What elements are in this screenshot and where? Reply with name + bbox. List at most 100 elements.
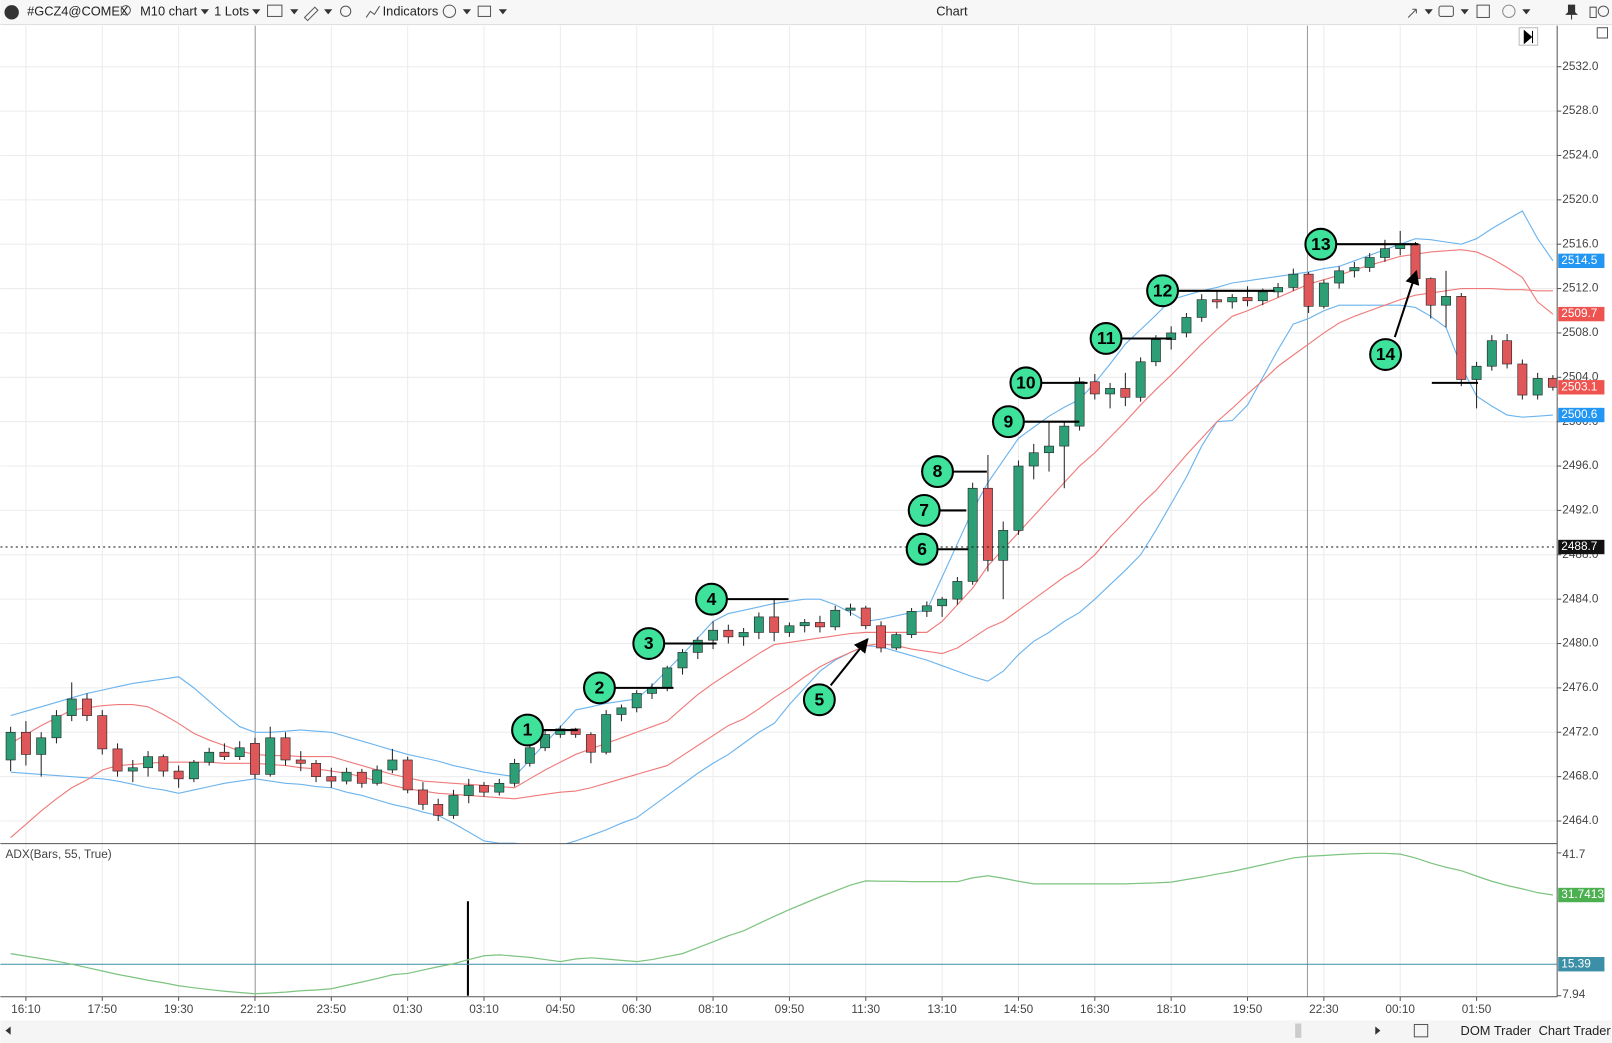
candle-body [1486, 340, 1497, 367]
annotation-marker [583, 671, 616, 705]
candle-body [66, 698, 77, 716]
price-tag [1558, 407, 1605, 423]
symbol[interactable]: #GCZ4@COMEX [27, 4, 129, 19]
x-tick-label: 04:50 [546, 1002, 576, 1016]
candle-body [662, 667, 673, 689]
dropdown[interactable] [252, 9, 261, 15]
x-tick-label: 22:10 [240, 1002, 270, 1016]
axis-settings[interactable] [1596, 27, 1609, 39]
indicators-icon[interactable] [365, 5, 380, 18]
arrow [1393, 269, 1420, 338]
annotation-label: 4 [707, 589, 717, 609]
dropdown[interactable] [462, 9, 472, 15]
settings-icon[interactable] [1597, 5, 1610, 17]
crosshair-icon[interactable] [442, 4, 457, 18]
scrollbar-thumb[interactable] [1295, 1023, 1302, 1038]
candle-body [1380, 248, 1390, 258]
candle-body [158, 756, 169, 772]
indicators-button[interactable]: Indicators [383, 4, 439, 19]
price-tag [1558, 306, 1605, 322]
annotation-label: 13 [1311, 234, 1331, 254]
candle-body [738, 632, 749, 638]
candle-body [418, 789, 428, 805]
candle-body [876, 625, 886, 649]
candle-body [1364, 257, 1375, 268]
annotation-marker [921, 455, 954, 489]
candle-body [570, 728, 581, 735]
status-icon[interactable] [1502, 4, 1516, 18]
scroll-right[interactable] [1375, 1026, 1381, 1035]
dropdown[interactable] [1460, 9, 1469, 15]
candle-body [448, 795, 459, 816]
candle-body [1242, 297, 1253, 302]
search-icon[interactable] [120, 5, 131, 16]
chart-trader[interactable]: Chart Trader [1539, 1023, 1612, 1038]
pin-icon[interactable] [1565, 4, 1578, 20]
indicator-line [10, 210, 1554, 778]
candle-body [1166, 332, 1177, 340]
candle-body [998, 530, 1009, 561]
toolbar [0, 0, 1612, 25]
y-tick-label: 2484.0 [1562, 591, 1599, 605]
candle-body [921, 605, 932, 612]
candle-body [1517, 363, 1528, 396]
timeframe[interactable]: M10 chart [140, 4, 197, 19]
candle-body [143, 756, 154, 769]
candle-body [1013, 465, 1024, 531]
annotation-label: 12 [1153, 280, 1172, 300]
candle-body [1059, 425, 1070, 447]
x-tick-label: 01:30 [393, 1002, 423, 1016]
candle-body [97, 715, 108, 750]
dom-trader[interactable]: DOM Trader [1461, 1023, 1532, 1038]
fullscreen-icon[interactable] [1476, 4, 1490, 18]
dropdown[interactable] [324, 9, 333, 15]
x-tick-label: 22:30 [1309, 1002, 1339, 1016]
calendar-icon[interactable] [1413, 1023, 1429, 1038]
side-panel-icon[interactable] [1589, 6, 1597, 18]
indicator-title[interactable]: ADX(Bars, 55, True) [6, 847, 112, 861]
price-tag-label: 2509.7 [1561, 306, 1597, 320]
dropdown[interactable] [290, 9, 299, 15]
x-tick-label: 16:10 [11, 1002, 41, 1016]
annotation-label: 11 [1097, 328, 1116, 348]
candle-body [311, 763, 321, 777]
candle-body [112, 748, 123, 772]
collapse-icon[interactable] [1407, 8, 1417, 18]
dropdown[interactable] [200, 9, 209, 15]
app-logo[interactable] [4, 5, 19, 20]
y-tick-label: 2464.0 [1562, 813, 1599, 827]
candle-body [265, 737, 276, 775]
zoom-icon[interactable] [339, 5, 352, 17]
candle-body [891, 634, 902, 649]
candle-body [1089, 381, 1100, 395]
template-icon[interactable] [477, 5, 492, 17]
candle-body [1425, 278, 1436, 306]
draw-icon[interactable] [303, 6, 319, 22]
candle-body [1532, 378, 1543, 396]
scroll-left[interactable] [5, 1026, 11, 1035]
x-tick-label: 06:30 [622, 1002, 652, 1016]
candle-body [173, 770, 184, 780]
candle-body [372, 769, 383, 784]
price-tag [1558, 539, 1605, 555]
dropdown[interactable] [1424, 9, 1433, 15]
y-tick-label: 2524.0 [1562, 148, 1599, 162]
x-tick-label: 13:10 [927, 1002, 957, 1016]
trade-icon[interactable] [267, 4, 283, 17]
y-tick-label: 2508.0 [1562, 325, 1599, 339]
price-tag [1558, 380, 1605, 395]
screenshot-icon[interactable] [1438, 5, 1454, 17]
annotation-label: 7 [919, 500, 929, 520]
dropdown[interactable] [1522, 9, 1531, 15]
candle-body [1120, 388, 1131, 398]
y-tick-label: 2504.0 [1562, 369, 1599, 383]
candle-body [402, 759, 413, 791]
candle-body [1028, 452, 1039, 467]
candle-body [326, 776, 337, 782]
dropdown[interactable] [498, 9, 507, 15]
y-tick-label: 2468.0 [1562, 769, 1599, 783]
candle-body [1196, 299, 1207, 318]
candle-body [1547, 378, 1558, 388]
lots[interactable]: 1 Lots [214, 4, 249, 19]
